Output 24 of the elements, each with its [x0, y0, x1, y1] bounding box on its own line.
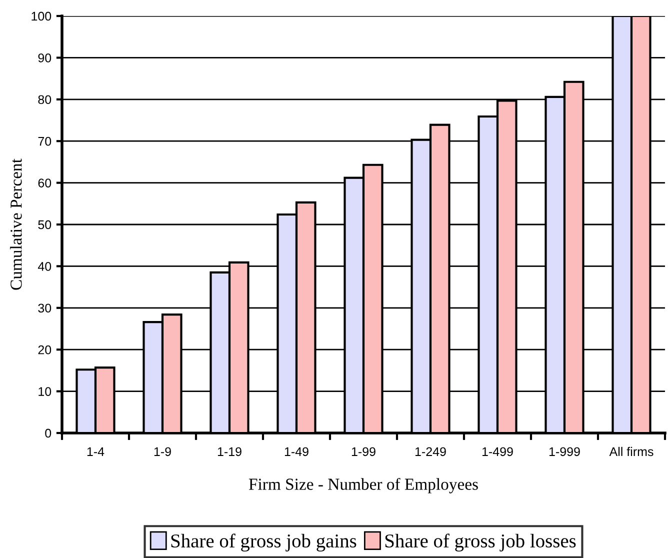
x-tick-label: 1-9 [154, 447, 171, 456]
legend-label: Share of gross job losses [385, 534, 576, 552]
x-tick-label: 1-249 [415, 447, 446, 456]
y-tick-label: 40 [38, 262, 52, 271]
y-tick-label: 80 [38, 95, 52, 104]
y-tick-label: 100 [32, 12, 52, 21]
x-axis-title: Firm Size - Number of Employees [248, 478, 478, 494]
x-tick-label: All firms [609, 446, 654, 456]
y-tick-label: 0 [45, 428, 52, 438]
y-tick-label: 10 [38, 387, 52, 396]
y-tick-label: 70 [38, 136, 52, 146]
y-tick-label: 50 [38, 220, 52, 230]
y-axis-title: Cumulative Percent [10, 158, 22, 290]
y-tick-label: 60 [38, 178, 52, 188]
y-tick-label: 90 [38, 54, 52, 62]
legend-label: Share of gross job gains [171, 534, 356, 552]
x-tick-label: 1-999 [549, 447, 580, 456]
x-tick-label: 1-19 [218, 447, 242, 456]
x-tick-label: 1-499 [482, 447, 513, 456]
y-tick-label: 20 [38, 345, 52, 354]
x-tick-label: 1-49 [284, 447, 308, 456]
x-tick-label: 1-99 [352, 447, 376, 456]
x-tick-label: 1-4 [87, 447, 104, 456]
y-tick-label: 30 [38, 304, 52, 313]
